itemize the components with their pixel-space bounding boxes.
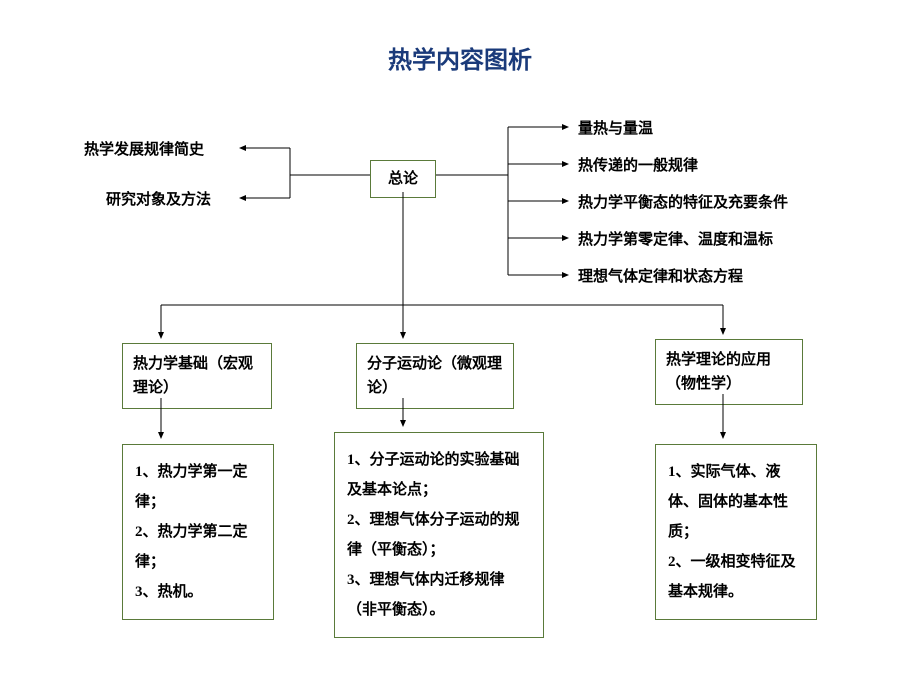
branch1-header-box: 热力学基础（宏观理论）: [122, 343, 272, 409]
diagram-title: 热学内容图析: [0, 40, 920, 75]
branch3-header-box: 热学理论的应用（物性学）: [655, 339, 803, 405]
branch1-line2: 2、热力学第二定律；: [135, 517, 261, 577]
branch1-list-box: 1、热力学第一定律； 2、热力学第二定律； 3、热机。: [122, 444, 274, 620]
branch1-line3: 3、热机。: [135, 577, 261, 607]
left-item-2: 研究对象及方法: [106, 190, 211, 211]
branch3-line2: 2、一级相变特征及基本规律。: [668, 547, 804, 607]
right-item-5: 理想气体定律和状态方程: [578, 267, 743, 288]
branch1-header: 热力学基础（宏观理论）: [133, 356, 253, 396]
right-item-3: 热力学平衡态的特征及充要条件: [578, 193, 788, 214]
branch2-line3: 3、理想气体内迁移规律（非平衡态）。: [347, 565, 531, 625]
right-item-2: 热传递的一般规律: [578, 156, 698, 177]
center-label: 总论: [388, 171, 418, 187]
branch2-header: 分子运动论（微观理论）: [367, 356, 502, 396]
branch2-header-box: 分子运动论（微观理论）: [356, 343, 514, 409]
branch2-line1: 1、分子运动论的实验基础及基本论点；: [347, 445, 531, 505]
branch3-line1: 1、实际气体、液体、固体的基本性质；: [668, 457, 804, 547]
branch2-line2: 2、理想气体分子运动的规律（平衡态）；: [347, 505, 531, 565]
branch1-line1: 1、热力学第一定律；: [135, 457, 261, 517]
left-item-1: 热学发展规律简史: [84, 140, 204, 161]
branch3-header: 热学理论的应用（物性学）: [666, 352, 771, 392]
right-item-1: 量热与量温: [578, 119, 653, 140]
center-box: 总论: [370, 160, 436, 198]
branch3-list-box: 1、实际气体、液体、固体的基本性质； 2、一级相变特征及基本规律。: [655, 444, 817, 620]
right-item-4: 热力学第零定律、温度和温标: [578, 230, 773, 251]
branch2-list-box: 1、分子运动论的实验基础及基本论点； 2、理想气体分子运动的规律（平衡态）； 3…: [334, 432, 544, 638]
